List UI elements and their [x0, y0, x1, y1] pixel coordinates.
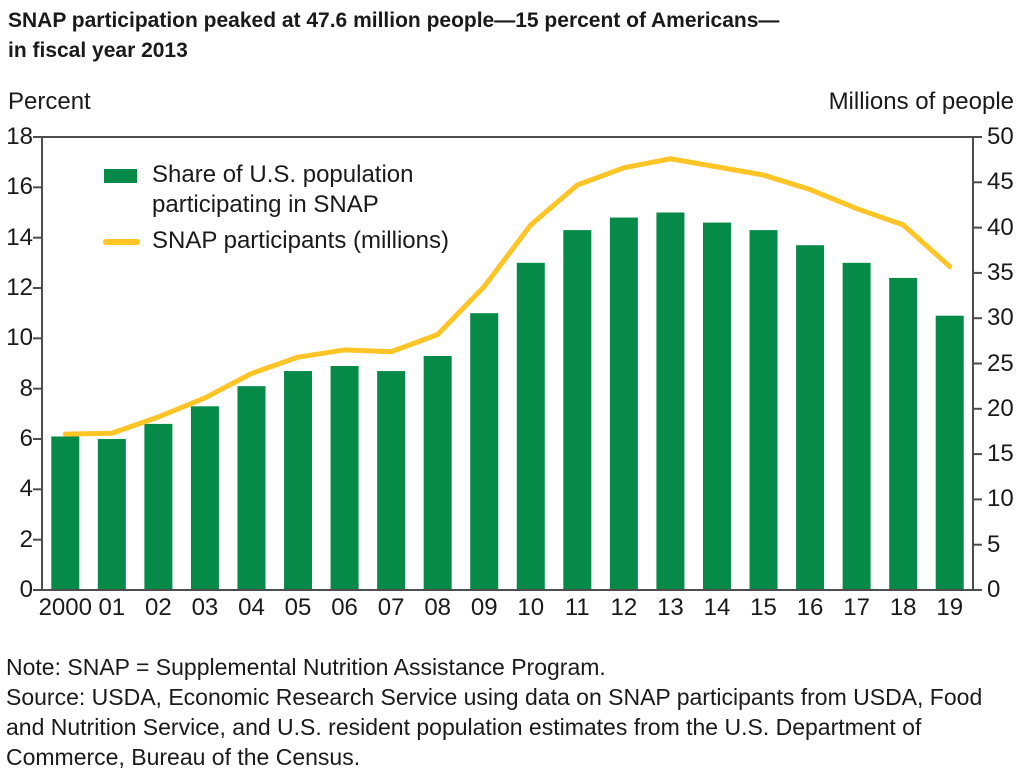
left-tick-label-2: 2 [19, 525, 33, 553]
bar-12 [609, 217, 638, 591]
x-tick-label-08: 08 [424, 594, 452, 621]
bar-04 [237, 386, 266, 590]
right-tick-label-35: 35 [987, 258, 1014, 286]
right-tick-label-15: 15 [987, 440, 1014, 468]
bar-15 [749, 230, 778, 590]
left-tick-label-10: 10 [6, 324, 33, 352]
bar-09 [470, 313, 499, 590]
right-axis-unit-label: Millions of people [828, 88, 1014, 115]
note-line: Note: SNAP = Supplemental Nutrition Assi… [6, 654, 606, 680]
notes: Note: SNAP = Supplemental Nutrition Assi… [6, 652, 1020, 772]
bar-05 [284, 371, 313, 590]
right-tick-label-20: 20 [987, 394, 1014, 422]
right-tick-label-25: 25 [987, 349, 1014, 377]
x-tick-label-17: 17 [843, 594, 870, 621]
x-tick-label-09: 09 [470, 594, 498, 621]
x-tick-label-02: 02 [145, 594, 172, 621]
x-tick-label-12: 12 [610, 594, 638, 621]
x-tick-label-06: 06 [331, 594, 358, 621]
bar-06 [330, 366, 359, 590]
bar-19 [935, 315, 964, 590]
right-tick-label-30: 30 [987, 304, 1014, 332]
bar-14 [702, 222, 731, 591]
bar-01 [97, 439, 126, 590]
left-tick-label-18: 18 [6, 123, 33, 150]
x-tick-label-01: 01 [98, 594, 126, 621]
right-tick-label-45: 45 [987, 168, 1014, 196]
bar-07 [377, 371, 406, 590]
note-line: Commerce, Bureau of the Census. [6, 744, 361, 770]
bar-17 [842, 262, 871, 590]
right-tick-label-5: 5 [987, 530, 1001, 558]
legend-line-label: SNAP participants (millions) [152, 227, 449, 254]
left-tick-label-12: 12 [6, 274, 33, 301]
left-tick-label-8: 8 [19, 374, 33, 402]
x-tick-label-07: 07 [377, 594, 405, 621]
chart-title-line2: in fiscal year 2013 [8, 39, 188, 62]
right-tick-label-10: 10 [987, 485, 1014, 513]
x-tick-label-19: 19 [936, 594, 964, 621]
bar-08 [423, 355, 452, 590]
x-tick-label-15: 15 [750, 594, 777, 621]
left-tick-label-4: 4 [19, 475, 33, 503]
left-tick-label-14: 14 [6, 223, 33, 251]
bar-02 [144, 423, 173, 590]
x-tick-label-13: 13 [657, 594, 684, 621]
right-tick-label-50: 50 [987, 123, 1014, 150]
left-tick-label-6: 6 [19, 425, 33, 452]
x-tick-label-05: 05 [284, 594, 312, 621]
legend-bar-label: Share of U.S. population participating i… [152, 161, 414, 218]
bar-2000 [51, 436, 80, 590]
bar-11 [563, 230, 592, 590]
x-tick-label-10: 10 [517, 594, 545, 621]
x-tick-label-2000: 2000 [38, 594, 92, 621]
legend-bar-swatch [104, 169, 137, 183]
chart-title-line1: SNAP participation peaked at 47.6 millio… [8, 9, 780, 32]
bar-13 [656, 212, 685, 590]
bar-10 [516, 262, 545, 590]
bar-16 [796, 245, 825, 590]
legend-line-swatch [103, 239, 140, 245]
right-tick-label-0: 0 [987, 576, 1001, 603]
x-tick-label-03: 03 [191, 594, 219, 621]
bar-03 [190, 406, 219, 590]
note-line: Source: USDA, Economic Research Service … [6, 684, 983, 710]
x-tick-label-11: 11 [564, 594, 590, 621]
x-tick-label-14: 14 [703, 594, 731, 621]
bar-18 [889, 277, 918, 590]
right-tick-label-40: 40 [987, 213, 1014, 241]
chart-title: SNAP participation peaked at 47.6 millio… [8, 6, 1016, 66]
x-tick-label-16: 16 [796, 594, 824, 621]
x-tick-label-18: 18 [889, 594, 917, 621]
x-tick-label-04: 04 [238, 594, 265, 621]
left-tick-label-0: 0 [19, 576, 33, 603]
left-tick-label-16: 16 [6, 173, 33, 201]
left-axis-unit-label: Percent [8, 88, 91, 115]
note-line: and Nutrition Service, and U.S. resident… [6, 714, 922, 740]
